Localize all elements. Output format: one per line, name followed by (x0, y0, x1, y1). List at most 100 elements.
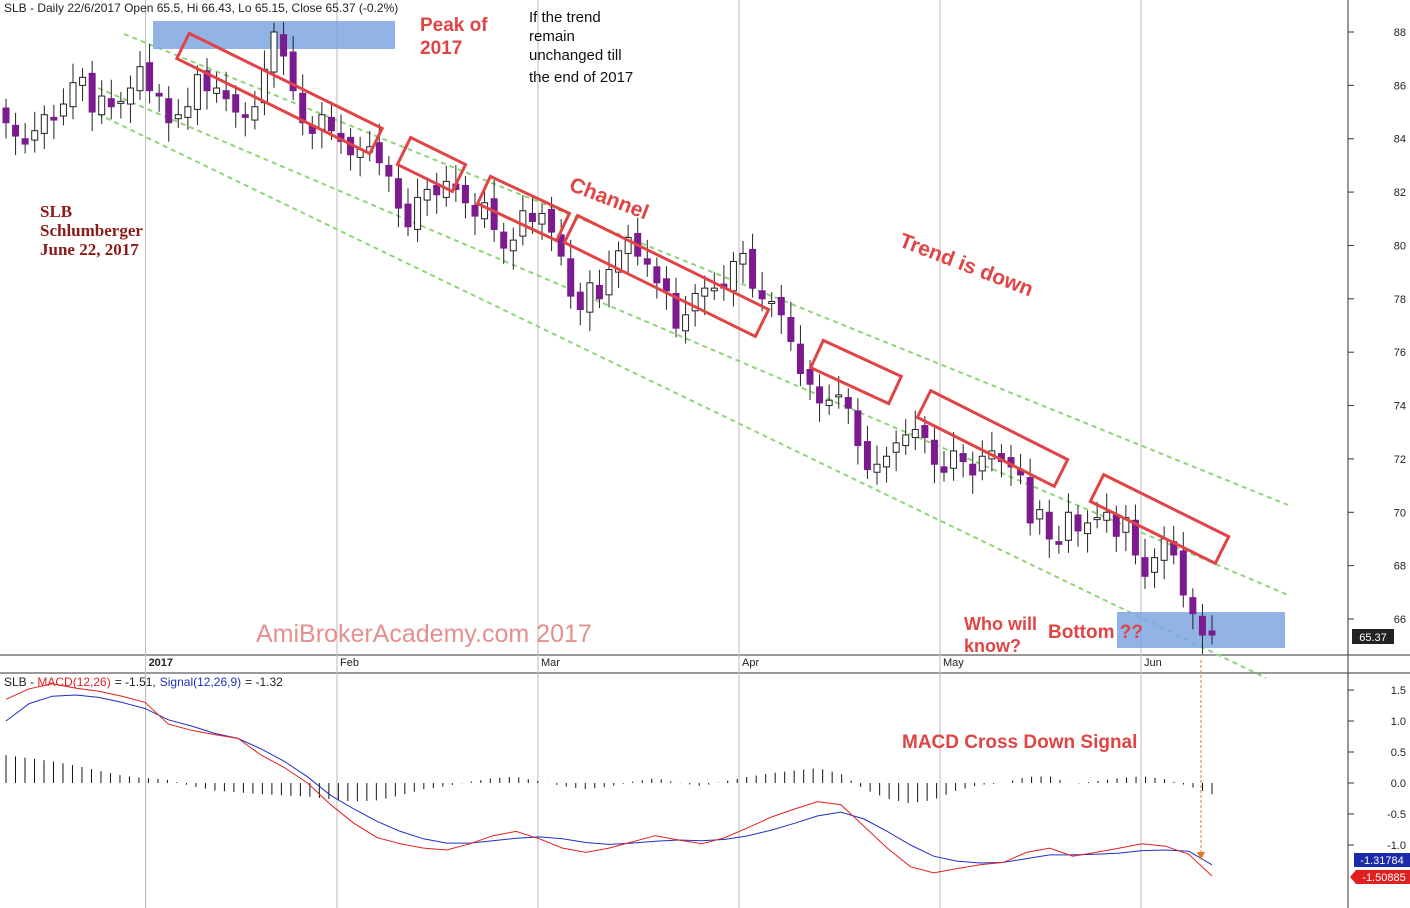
price-tick-label: 88 (1394, 27, 1406, 39)
candle-body (950, 450, 958, 469)
candle-body (816, 386, 824, 404)
price-tick-label: 86 (1394, 80, 1406, 92)
candle-body (969, 463, 977, 476)
candle-body (107, 98, 115, 108)
candle-body (88, 72, 96, 113)
candle-body (921, 425, 929, 439)
peak-annotation-line1: Peak of (420, 15, 488, 36)
candle-body (21, 138, 29, 145)
candle-body (1045, 511, 1053, 540)
candle-body (729, 260, 737, 292)
who-will-know-line2: know? (964, 636, 1021, 656)
macd-gridlines (145, 673, 1142, 908)
ticker-line2: Schlumberger (40, 221, 143, 240)
candle-body (318, 114, 326, 130)
candle-body (260, 68, 268, 104)
candle-body (739, 252, 747, 265)
candle-body (155, 92, 163, 97)
candle-body (1055, 541, 1063, 545)
candle-body (892, 442, 900, 453)
macd-header: SLB - MACD(12,26) = -1.51, Signal(12,26,9)… (4, 675, 283, 689)
signal-value-tag: -1.31784 (1354, 853, 1410, 867)
trend-boxes (174, 31, 1231, 566)
candle-body (777, 296, 785, 316)
candle-body (1084, 522, 1092, 535)
candle-body (232, 94, 240, 113)
candle-body (854, 410, 862, 447)
candle-body (375, 142, 383, 164)
candle-body (12, 124, 20, 137)
candle-body (193, 74, 201, 110)
trend-box (562, 213, 771, 339)
last-price-value: 65.37 (1359, 632, 1387, 644)
candle-body (50, 116, 58, 121)
candle-body (1189, 597, 1197, 615)
macd-header-label: MACD(12,26) (37, 675, 110, 689)
price-tick-label: 68 (1394, 561, 1406, 573)
candle-body (528, 212, 536, 222)
candle-body (1151, 557, 1159, 573)
candle-body (1179, 550, 1187, 596)
candle-body (624, 236, 632, 254)
candle-body (98, 95, 106, 116)
price-axis-ticks: 66 68 70 72 74 76 78 80 82 84 86 88 (1348, 27, 1406, 626)
candle-body (883, 455, 891, 468)
candle-body (538, 212, 546, 225)
candle-body (1160, 538, 1168, 561)
month-label: May (943, 657, 964, 669)
candle-body (1026, 477, 1034, 524)
trend-box (395, 135, 468, 194)
candle-body (749, 248, 757, 289)
trend-box (915, 388, 1070, 489)
trend-note-line1: If the trend (529, 9, 601, 26)
candle-body (490, 198, 498, 230)
candle-body (605, 268, 613, 296)
signal-header-label: Signal(12,26,9) (160, 675, 241, 689)
candle-body (1103, 511, 1111, 521)
candle-body (586, 282, 594, 313)
channel-line-lower (97, 113, 1267, 679)
candle-body (509, 239, 517, 252)
crossdown-arrow (1197, 660, 1205, 860)
candle-body (146, 62, 154, 92)
candlesticks (2, 22, 1216, 654)
month-label: Mar (541, 657, 560, 669)
candle-body (653, 266, 661, 284)
candle-body (863, 441, 871, 471)
candle-body (299, 92, 307, 124)
price-tick-label: 82 (1394, 187, 1406, 199)
candle-body (1208, 630, 1216, 636)
candle-body (768, 300, 776, 304)
candle-body (557, 234, 565, 257)
signal-header-value: = -1.32 (245, 675, 283, 689)
candle-body (117, 100, 125, 104)
candle-body (471, 204, 479, 217)
candle-body (1093, 517, 1101, 521)
channel-lines (97, 33, 1289, 679)
price-tick-label: 76 (1394, 347, 1406, 359)
candle-body (806, 369, 814, 385)
candle-body (672, 292, 680, 329)
month-label: Apr (742, 657, 759, 669)
candle-body (136, 66, 144, 92)
macd-tick-label: 1.5 (1391, 685, 1406, 697)
candle-body (758, 290, 766, 300)
macd-line (5, 683, 1213, 877)
candle-body (289, 51, 297, 92)
candle-body (385, 164, 393, 177)
who-will-know-line1: Who will (964, 614, 1037, 634)
watermark: AmiBrokerAcademy.com 2017 (256, 620, 592, 648)
candle-body (701, 287, 709, 297)
ticker-line3: June 22, 2017 (40, 240, 139, 259)
last-price-tag: 65.37 (1352, 629, 1394, 644)
macd-tick-label: -1.0 (1387, 840, 1406, 852)
candle-body (548, 208, 556, 233)
candle-body (79, 76, 87, 86)
candle-body (595, 284, 603, 300)
candle-body (787, 316, 795, 343)
bottom-annotation: Bottom ?? (1048, 622, 1143, 643)
candle-body (165, 98, 173, 124)
candle-body (40, 114, 48, 134)
candle-body (2, 107, 10, 124)
candle-body (222, 90, 230, 100)
